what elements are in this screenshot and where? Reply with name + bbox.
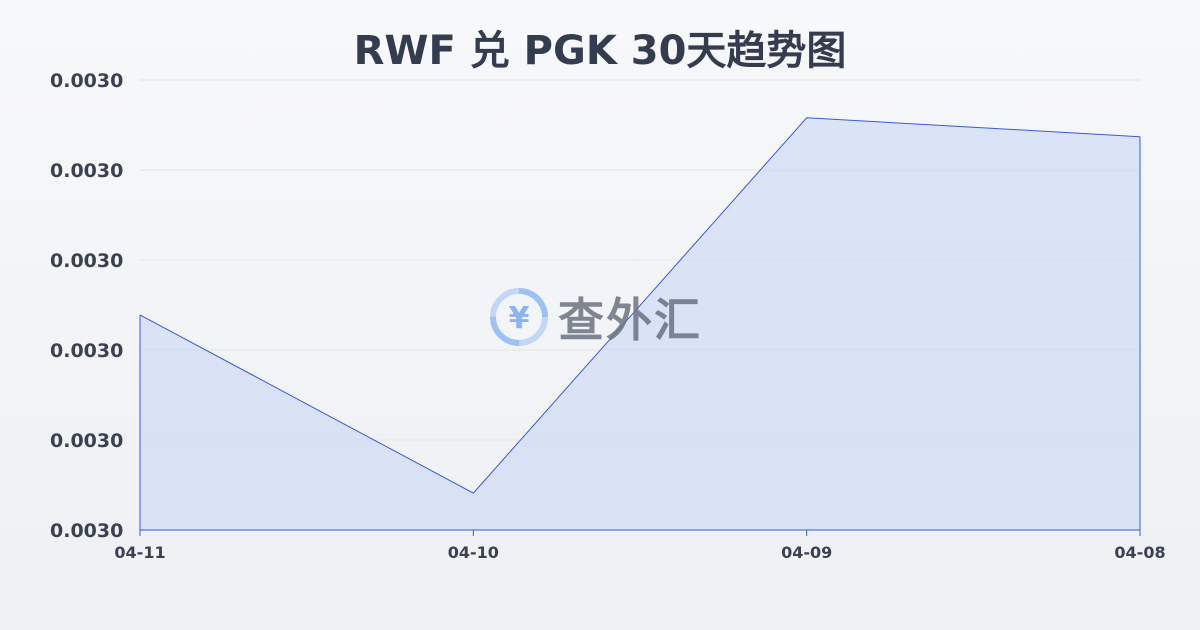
watermark-logo: ¥ 查外汇 [488, 284, 702, 350]
y-tick-label: 0.0030 [50, 70, 123, 92]
series-line [139, 117, 1141, 494]
chart-title: RWF 兑 PGK 30天趋势图 [353, 28, 847, 74]
x-tick-label: 04-11 [114, 543, 165, 562]
series-area [140, 117, 1140, 531]
yen-exchange-icon: ¥ [490, 288, 548, 346]
y-tick-label: 0.0030 [50, 430, 123, 452]
svg-text:¥: ¥ [509, 301, 530, 336]
x-tick-label: 04-08 [1114, 543, 1165, 562]
y-tick-label: 0.0030 [50, 520, 123, 542]
y-tick-label: 0.0030 [50, 250, 123, 272]
y-tick-label: 0.0030 [50, 340, 123, 362]
watermark-text: 查外汇 [558, 293, 702, 347]
y-tick-label: 0.0030 [50, 160, 123, 182]
x-tick-label: 04-09 [781, 543, 832, 562]
x-tick-label: 04-10 [448, 543, 499, 562]
